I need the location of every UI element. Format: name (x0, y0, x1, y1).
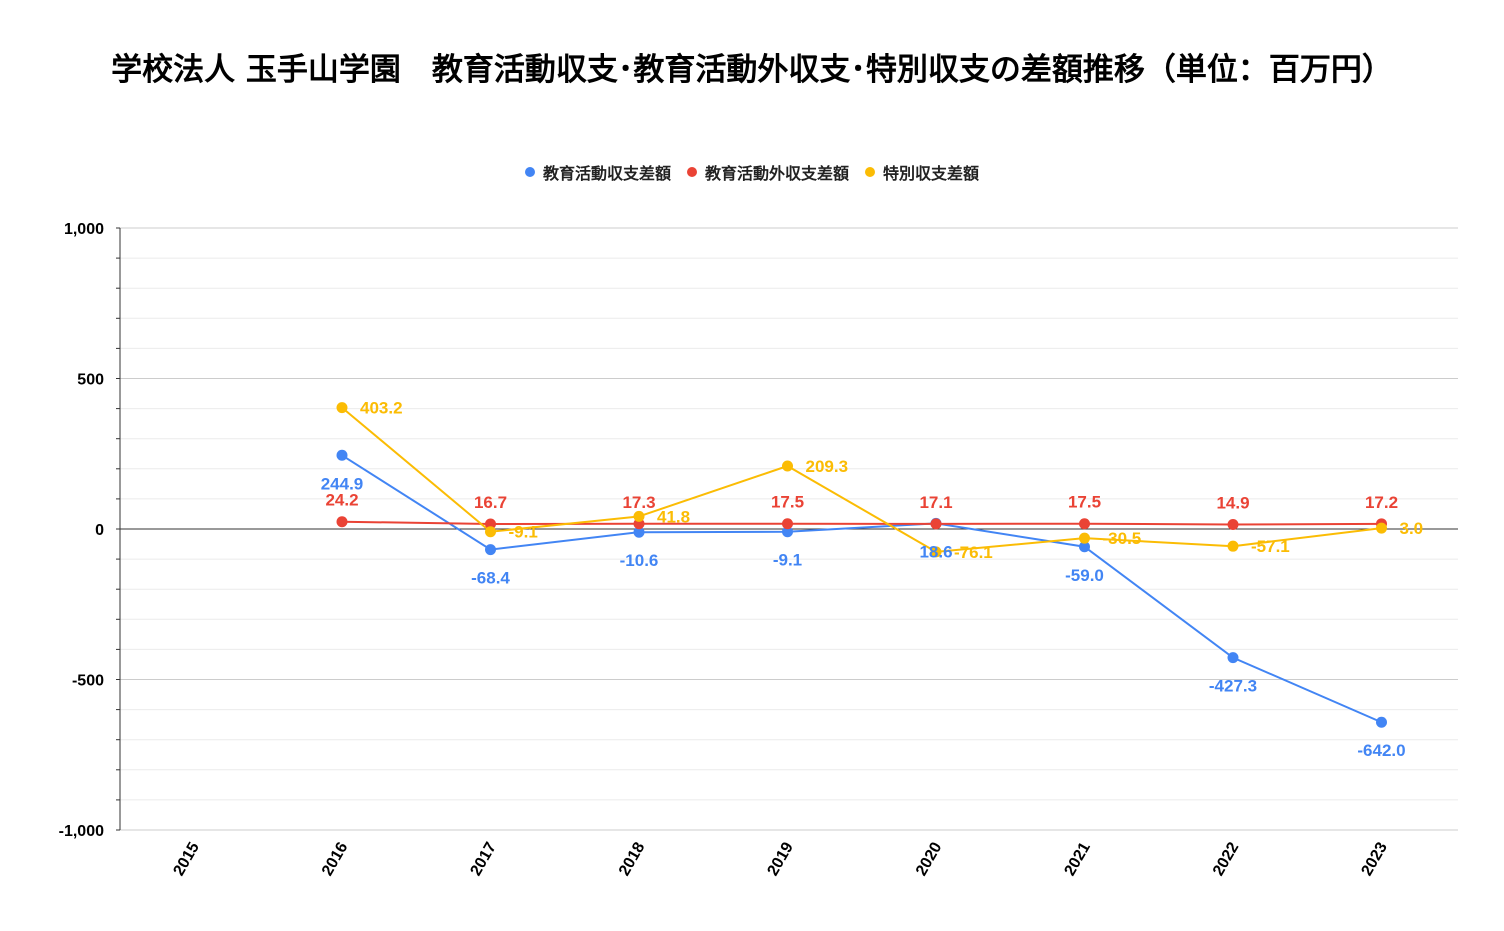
data-label: 16.7 (474, 493, 507, 512)
data-point (1079, 532, 1090, 544)
y-tick-label: 1,000 (64, 221, 104, 238)
legend-marker (686, 167, 697, 177)
series-line-2 (341, 520, 1382, 526)
data-label: 3.0 (1400, 519, 1424, 538)
data-point (782, 460, 793, 472)
data-label: -9.1 (773, 551, 802, 570)
data-point (1376, 522, 1387, 534)
data-label: 24.2 (325, 491, 358, 510)
data-label: -57.1 (1251, 537, 1290, 556)
legend-label: 教育活動収支差額 (542, 164, 671, 183)
data-point (1227, 519, 1239, 531)
data-point (1227, 540, 1239, 552)
data-label: 18.6 (919, 542, 952, 561)
chart-legend: 教育活動収支差額 教育活動外収支差額 特別収支差額 (0, 160, 1504, 184)
data-label: -59.0 (1065, 566, 1104, 585)
x-tick-label: 2022 (1210, 839, 1243, 878)
legend-item: 教育活動外収支差額 (686, 160, 849, 184)
data-label: -30.5 (1103, 529, 1142, 548)
x-tick-label: 2021 (1061, 839, 1094, 878)
data-point (336, 516, 348, 528)
legend-marker (865, 167, 875, 177)
x-tick-label: 2017 (467, 839, 500, 878)
data-label: -68.4 (471, 569, 510, 588)
data-label: 17.2 (1365, 493, 1398, 512)
data-point (930, 518, 942, 530)
data-point (485, 526, 496, 538)
legend-item: 教育活動収支差額 (524, 160, 671, 184)
data-label: -427.3 (1209, 677, 1257, 696)
data-label: 209.3 (806, 457, 849, 476)
data-point (336, 402, 348, 414)
data-label: 14.9 (1216, 494, 1249, 513)
data-label: 17.1 (919, 493, 952, 512)
data-label: 403.2 (360, 399, 403, 418)
data-point (1376, 716, 1387, 728)
y-tick-label: 500 (77, 372, 104, 389)
x-tick-label: 2023 (1358, 839, 1391, 878)
x-tick-label: 2018 (616, 839, 649, 878)
data-label: 41.8 (657, 507, 690, 526)
data-point (782, 518, 793, 530)
series-line-3 (341, 406, 1382, 553)
data-point (336, 449, 348, 461)
x-tick-label: 2015 (170, 839, 203, 878)
data-point (485, 518, 496, 530)
data-point (633, 526, 645, 538)
x-tick-label: 2020 (913, 839, 946, 878)
series-line-1 (341, 454, 1382, 724)
y-tick-label: -1,000 (59, 823, 104, 840)
x-tick-label: 2019 (764, 839, 797, 878)
legend-label: 教育活動外収支差額 (704, 164, 849, 183)
data-point (1079, 518, 1090, 530)
data-point (485, 544, 496, 556)
legend-item: 特別収支差額 (865, 160, 979, 184)
data-label: -76.1 (954, 543, 993, 562)
data-point (1079, 541, 1090, 553)
data-label: 17.3 (622, 493, 655, 512)
y-tick-label: 0 (95, 522, 104, 539)
data-point (782, 526, 793, 538)
legend-marker (524, 167, 535, 177)
chart-title: 学校法人 玉手山学園 教育活動収支･教育活動外収支･特別収支の差額推移（単位：百… (111, 52, 1393, 88)
data-point (633, 510, 645, 522)
data-label: -9.1 (509, 523, 538, 542)
data-label: -10.6 (620, 551, 659, 570)
data-label: 17.5 (771, 493, 804, 512)
y-tick-label: -500 (72, 673, 104, 690)
data-point (1227, 652, 1239, 664)
data-label: -642.0 (1357, 741, 1405, 760)
data-label: 17.5 (1068, 493, 1101, 512)
x-tick-label: 2016 (319, 839, 352, 878)
data-point (930, 546, 942, 558)
legend-label: 特別収支差額 (883, 164, 980, 183)
data-label: 244.9 (321, 474, 364, 493)
